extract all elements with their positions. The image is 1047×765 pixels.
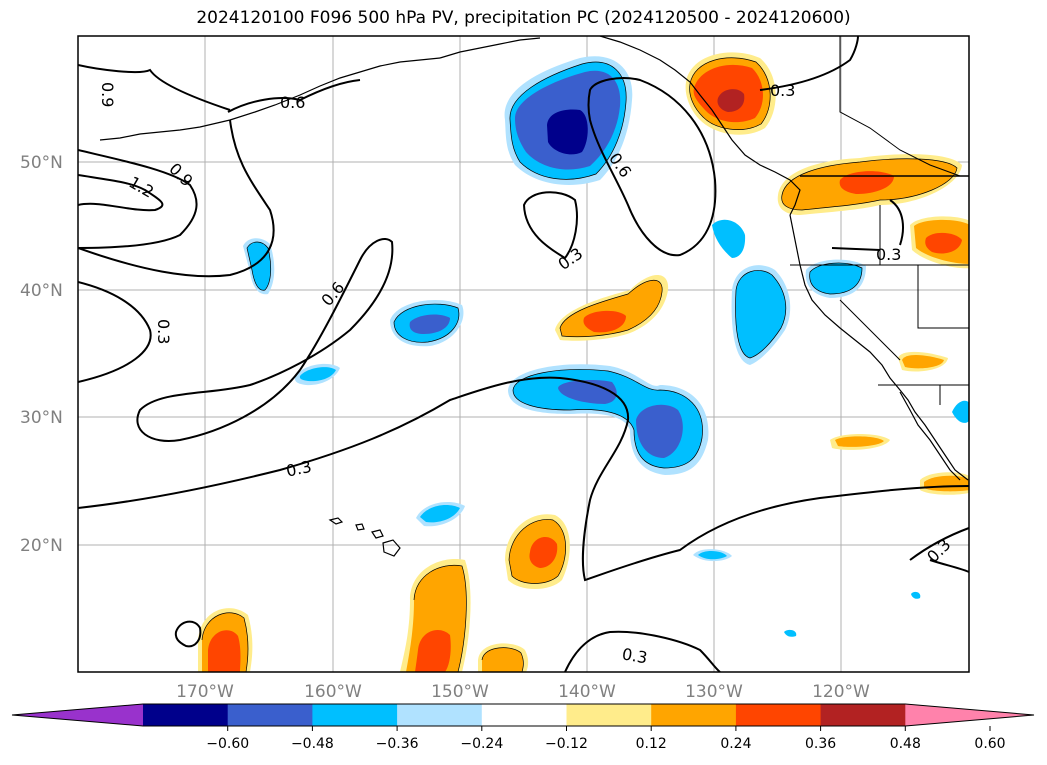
colorbar-tick-label: 0.60 [974,736,1005,752]
colorbar-tick-label: −0.48 [291,736,334,752]
colorbar-tick-label: −0.24 [460,736,503,752]
colorbar-tick-label: −0.36 [376,736,419,752]
contour-label: 0.6 [280,93,305,112]
longitude-labels: 170°W 160°W 150°W 140°W 130°W 120°W [176,682,870,702]
lat-label-30n: 30°N [20,408,63,428]
lon-label-150w: 150°W [431,682,489,702]
contour-0.6-north [227,79,361,113]
coast-aleutians [99,57,441,141]
lon-label-160w: 160°W [304,682,362,702]
contour-0.3-se [909,527,969,573]
colorbar-extend-min [12,704,143,726]
colorbar-outline [11,703,1035,727]
lat-label-50n: 50°N [20,153,63,173]
border-canada-alaska [839,36,961,177]
colorbar: −0.60 −0.48 −0.36 −0.24 −0.12 0.12 0.24 0.36 0.4… [11,703,1035,752]
contour-1.2 [78,174,164,212]
border-states [790,205,969,405]
map-title: 2024120100 F096 500 hPa PV, precipitatio… [196,8,851,28]
colorbar-tick-label: −0.12 [545,736,588,752]
colorbar-tick-label: 0.36 [805,736,836,752]
contour-0.3-west [78,281,152,383]
contour-label: 0.3 [621,644,649,667]
pv-contours [78,36,969,672]
contour-small-loop [174,620,202,648]
contour-0.3-south [564,630,721,672]
contour-label: 0.9 [98,82,117,107]
precip-positive-areas [198,52,969,672]
contour-0.6-west [78,119,275,278]
precip-negative-areas [243,56,969,637]
contour-label: 0.3 [284,457,313,481]
contour-label: 0.3 [876,245,901,264]
latitude-labels: 50°N 40°N 30°N 20°N [20,153,63,556]
coastlines [99,36,969,557]
contour-label: 0.3 [770,81,795,100]
colorbar-segment [227,704,313,726]
contour-0.9-north [78,64,231,111]
contour-0.3-gulf [522,191,578,260]
colorbar-tick-label: 0.24 [720,736,751,752]
precip-outlines [201,57,958,672]
colorbar-segment [312,704,398,726]
lon-label-140w: 140°W [558,682,616,702]
colorbar-tick-label: −0.60 [206,736,249,752]
contour-0.6-central [136,238,394,442]
lat-label-20n: 20°N [20,536,63,556]
colorbar-segment [143,704,229,726]
map-frame [77,35,970,673]
coast-alaska [599,36,801,216]
colorbar-segment [820,704,906,726]
colorbar-tick-label: 0.48 [890,736,921,752]
contour-0.3-bc [759,36,859,91]
contour-label: 0.3 [154,319,173,344]
colorbar-segment [735,704,822,726]
coast-us-west [789,214,969,481]
colorbar-segment [566,704,652,726]
contour-0.3-us [831,199,904,251]
colorbar-tick-label: 0.12 [636,736,667,752]
lon-label-130w: 130°W [685,682,743,702]
colorbar-extend-max [905,704,1034,726]
contour-0.9 [78,149,198,249]
contour-0.3-central [78,376,969,582]
lat-label-40n: 40°N [20,281,63,301]
colorbar-segment [397,704,483,726]
coast-hawaii [328,517,401,557]
lon-label-170w: 170°W [176,682,234,702]
colorbar-segment [481,704,567,726]
colorbar-segment [651,704,737,726]
contour-0.6-gulf [587,77,717,257]
lon-label-120w: 120°W [812,682,870,702]
